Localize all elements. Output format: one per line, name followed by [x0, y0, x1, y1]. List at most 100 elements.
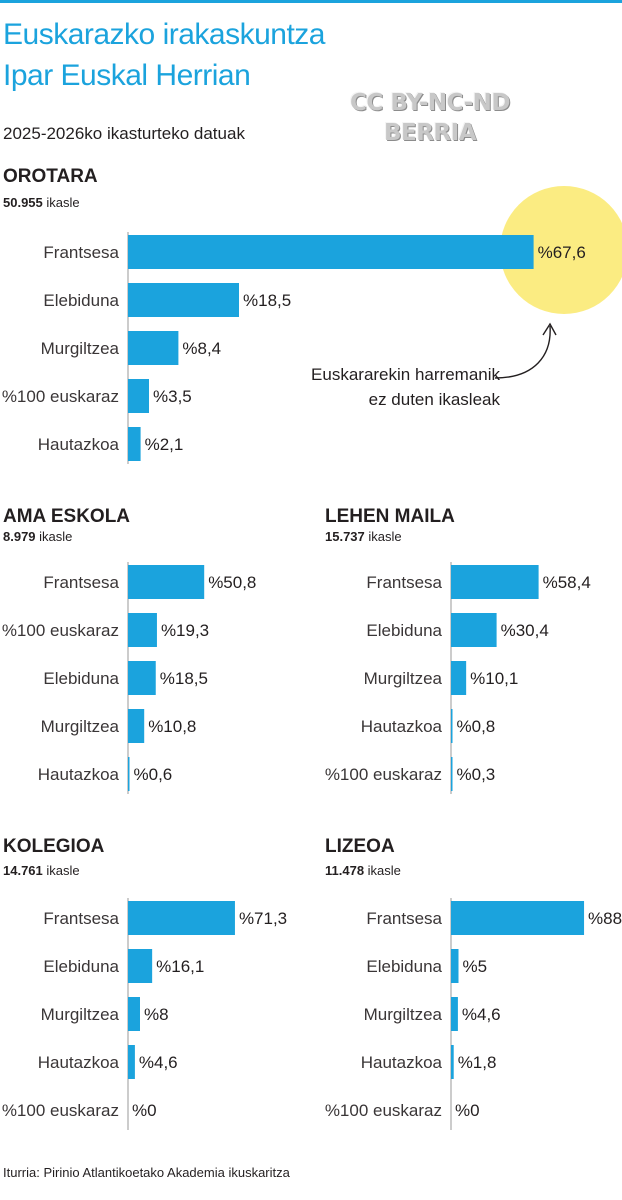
value-label: %71,3 — [239, 909, 287, 928]
bar — [451, 901, 585, 935]
category-label: Frantsesa — [43, 573, 119, 592]
value-label: %10,1 — [470, 669, 518, 688]
category-label: Hautazkoa — [361, 717, 443, 736]
chart-svg: KOLEGIOA 14.761 ikasle Frantsesa %71,3 Elebi… — [2, 836, 287, 1130]
category-label: Frantsesa — [366, 909, 442, 928]
bar — [128, 283, 239, 317]
value-label: %18,5 — [243, 291, 291, 310]
category-label: Hautazkoa — [38, 435, 120, 454]
value-label: %0 — [455, 1101, 480, 1120]
annotation-arrow — [494, 322, 557, 379]
value-label: %16,1 — [156, 957, 204, 976]
chart-total-unit: ikasle — [43, 863, 80, 878]
value-label: %58,4 — [543, 573, 591, 592]
value-label: %88,7 — [588, 909, 622, 928]
chart-total-number: 14.761 — [3, 863, 43, 878]
chart-title: OROTARA — [3, 166, 98, 187]
chart-orotara: OROTARA 50.955 ikasle Frantsesa %67,6 Elebid… — [0, 160, 622, 470]
chart-title: LEHEN MAILA — [325, 506, 455, 527]
bar — [451, 1045, 454, 1079]
bar — [128, 613, 157, 647]
value-label: %50,8 — [208, 573, 256, 592]
chart-svg: LIZEOA 11.478 ikasle Frantsesa %88,7 Elebidu… — [325, 836, 622, 1130]
chart-svg: OROTARA 50.955 ikasle Frantsesa %67,6 Elebid… — [2, 166, 586, 464]
value-label: %18,5 — [160, 669, 208, 688]
watermark-line-1: CC BY-NC-ND — [350, 90, 510, 116]
bar — [128, 949, 153, 983]
chart-total-number: 15.737 — [325, 529, 365, 544]
value-label: %3,5 — [153, 387, 192, 406]
bar — [451, 613, 497, 647]
value-label: %0 — [132, 1101, 157, 1120]
category-label: %100 euskaraz — [325, 1101, 442, 1120]
category-label: Frantsesa — [366, 573, 442, 592]
title-line-2: Ipar Euskal Herrian — [3, 59, 251, 92]
bar — [128, 427, 141, 461]
value-label: %0,8 — [457, 717, 496, 736]
chart-total-unit: ikasle — [43, 195, 80, 210]
value-label: %2,1 — [145, 435, 184, 454]
chart-lizeoa: LIZEOA 11.478 ikasle Frantsesa %88,7 Elebidu… — [322, 830, 622, 1130]
bar — [451, 709, 453, 743]
value-label: %1,8 — [458, 1053, 497, 1072]
chart-title: AMA ESKOLA — [3, 506, 130, 527]
bar — [128, 565, 205, 599]
category-label: %100 euskaraz — [2, 387, 119, 406]
category-label: Elebiduna — [366, 621, 442, 640]
chart-svg: AMA ESKOLA 8.979 ikasle Frantsesa %50,8 %100… — [2, 506, 256, 794]
category-label: Murgiltzea — [364, 1005, 443, 1024]
bar — [128, 379, 149, 413]
category-label: Murgiltzea — [41, 1005, 120, 1024]
category-label: Elebiduna — [43, 669, 119, 688]
category-label: %100 euskaraz — [2, 1101, 119, 1120]
bar — [128, 1045, 135, 1079]
category-label: Murgiltzea — [41, 717, 120, 736]
subtitle: 2025-2026ko ikasturteko datuak — [3, 124, 245, 143]
bar — [451, 661, 467, 695]
watermark-line-2: BERRIA — [383, 120, 477, 146]
category-label: %100 euskaraz — [325, 765, 442, 784]
category-label: Murgiltzea — [364, 669, 443, 688]
bar — [451, 997, 458, 1031]
category-label: Elebiduna — [43, 291, 119, 310]
value-label: %0,6 — [134, 765, 173, 784]
chart-svg: LEHEN MAILA 15.737 ikasle Frantsesa %58,4 El… — [325, 506, 591, 794]
bar — [128, 901, 235, 935]
chart-total: 50.955 ikasle — [3, 195, 80, 210]
category-label: %100 euskaraz — [2, 621, 119, 640]
chart-ama-eskola: AMA ESKOLA 8.979 ikasle Frantsesa %50,8 %100… — [0, 500, 300, 800]
chart-title: LIZEOA — [325, 836, 395, 857]
chart-total: 11.478 ikasle — [325, 863, 401, 878]
value-label: %8,4 — [182, 339, 221, 358]
value-label: %0,3 — [457, 765, 496, 784]
value-label: %4,6 — [139, 1053, 178, 1072]
value-label: %67,6 — [538, 243, 586, 262]
chart-total-number: 11.478 — [325, 863, 364, 878]
value-label: %10,8 — [148, 717, 196, 736]
annotation: Euskararekin harremanik ez duten ikaslea… — [250, 362, 500, 412]
top-rule — [0, 0, 622, 3]
page-title: Euskarazko irakaskuntza Ipar Euskal Herr… — [3, 14, 326, 96]
value-label: %5 — [463, 957, 488, 976]
value-label: %30,4 — [501, 621, 549, 640]
bar — [128, 235, 534, 269]
chart-total-unit: ikasle — [364, 863, 401, 878]
bar — [451, 565, 539, 599]
annotation-line-2: ez duten ikasleak — [368, 390, 500, 409]
bar — [128, 709, 145, 743]
category-label: Murgiltzea — [41, 339, 120, 358]
chart-total-number: 8.979 — [3, 529, 36, 544]
chart-total-number: 50.955 — [3, 195, 43, 210]
category-label: Hautazkoa — [361, 1053, 443, 1072]
bar — [451, 949, 459, 983]
bar — [451, 757, 453, 791]
chart-kolegioa: KOLEGIOA 14.761 ikasle Frantsesa %71,3 Elebi… — [0, 830, 300, 1130]
bar — [128, 331, 179, 365]
chart-total: 15.737 ikasle — [325, 529, 402, 544]
bar — [128, 757, 130, 791]
license-watermark: CC BY-NC-ND BERRIA — [330, 88, 530, 148]
category-label: Frantsesa — [43, 909, 119, 928]
bar — [128, 997, 140, 1031]
value-label: %19,3 — [161, 621, 209, 640]
chart-title: KOLEGIOA — [3, 836, 105, 857]
